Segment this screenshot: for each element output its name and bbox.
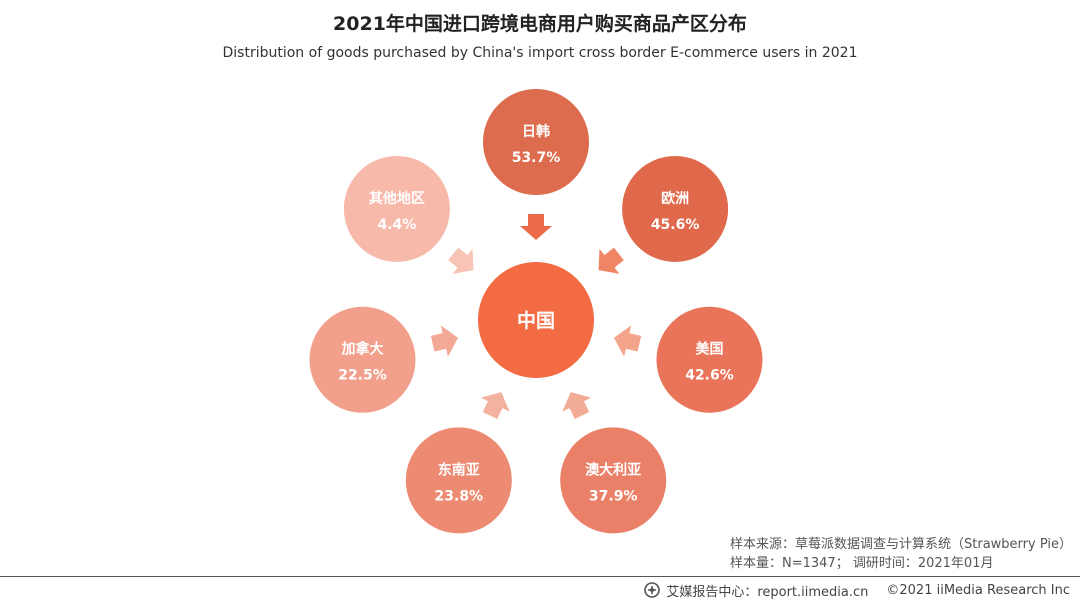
region-name-6: 其他地区 bbox=[369, 190, 425, 207]
region-value-2: 42.6% bbox=[685, 368, 734, 384]
arrow-4 bbox=[480, 392, 510, 419]
region-circle-3 bbox=[560, 427, 667, 534]
region-value-5: 22.5% bbox=[338, 368, 387, 384]
arrow-0 bbox=[520, 214, 552, 240]
region-circle-2 bbox=[656, 306, 763, 413]
chart-canvas: 中国 日韩 53.7% 欧洲 45.6% 美国 42.6% 澳大利亚 37.9% 东南亚 23.8%… bbox=[309, 89, 763, 534]
region-name-0: 日韩 bbox=[522, 123, 550, 140]
region-value-1: 45.6% bbox=[651, 217, 700, 233]
chart-title: 2021年中国进口跨境电商用户购买商品产区分布 bbox=[333, 13, 747, 35]
region-name-5: 加拿大 bbox=[340, 341, 383, 358]
region-value-3: 37.9% bbox=[589, 488, 638, 504]
source-note: 样本来源：草莓派数据调查与计算系统（Strawberry Pie） 样本量：N=… bbox=[730, 535, 1072, 573]
arrow-3 bbox=[562, 392, 592, 419]
footer-divider bbox=[0, 576, 1080, 577]
region-name-1: 欧洲 bbox=[661, 190, 689, 207]
arrow-2 bbox=[613, 325, 642, 357]
chart-subtitle: Distribution of goods purchased by China… bbox=[222, 45, 858, 61]
iimedia-logo-icon bbox=[644, 582, 661, 598]
arrow-5 bbox=[430, 325, 459, 357]
region-circle-5 bbox=[309, 306, 416, 413]
center-label: 中国 bbox=[517, 309, 555, 332]
region-circle-0 bbox=[483, 89, 589, 195]
region-circle-1 bbox=[622, 155, 729, 262]
footer-brand: 艾媒报告中心：report.iimedia.cn bbox=[666, 584, 869, 600]
region-circle-6 bbox=[343, 155, 450, 262]
region-name-3: 澳大利亚 bbox=[585, 461, 641, 478]
footer: 艾媒报告中心：report.iimedia.cn ©2021 iiMedia R… bbox=[644, 580, 1070, 600]
footer-copyright: ©2021 iiMedia Research Inc bbox=[886, 582, 1070, 598]
arrow-1 bbox=[598, 247, 624, 274]
region-circle-4 bbox=[405, 427, 512, 534]
region-name-4: 东南亚 bbox=[438, 461, 480, 478]
region-value-4: 23.8% bbox=[435, 488, 484, 504]
source-line-size: 样本量：N=1347； 调研时间：2021年01月 bbox=[730, 556, 994, 571]
region-name-2: 美国 bbox=[696, 341, 724, 358]
region-value-6: 4.4% bbox=[377, 217, 416, 233]
arrow-6 bbox=[448, 247, 474, 274]
center-circle bbox=[478, 262, 594, 378]
source-line-sample: 样本来源：草莓派数据调查与计算系统（Strawberry Pie） bbox=[730, 537, 1072, 552]
region-value-0: 53.7% bbox=[512, 150, 561, 166]
